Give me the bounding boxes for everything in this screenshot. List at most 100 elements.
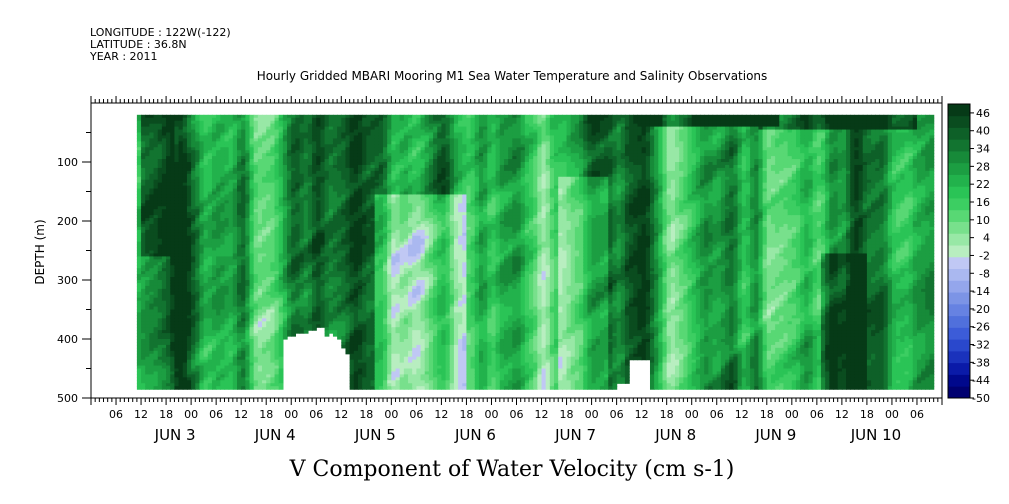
heatmap-cell [145, 167, 150, 172]
heatmap-cell [320, 179, 326, 184]
heatmap-cell [291, 280, 297, 284]
heatmap-cell [287, 123, 292, 128]
heatmap-cell [341, 197, 347, 201]
heatmap-cell [211, 297, 217, 302]
heatmap-cell [241, 162, 246, 166]
heatmap-cell [262, 218, 267, 222]
heatmap-cell [332, 229, 338, 234]
heatmap-cell [220, 383, 226, 387]
heatmap-cell [316, 162, 322, 166]
heatmap-cell [207, 212, 213, 216]
heatmap-cell [161, 288, 167, 293]
heatmap-cell [232, 206, 238, 210]
heatmap-cell [295, 138, 301, 142]
heatmap-cell [262, 185, 267, 190]
heatmap-cell [216, 182, 221, 187]
heatmap-cell [316, 170, 322, 175]
heatmap-cell [253, 344, 259, 349]
heatmap-cell [241, 291, 246, 296]
heatmap-cell [141, 297, 146, 302]
heatmap-cell [237, 324, 242, 328]
heatmap-cell [170, 336, 176, 340]
heatmap-cell [249, 380, 255, 384]
heatmap-cell [312, 285, 317, 290]
heatmap-cell [287, 265, 292, 269]
heatmap-cell [345, 117, 351, 122]
heatmap-cell [241, 182, 246, 187]
heatmap-cell [166, 191, 171, 196]
heatmap-cell [207, 194, 213, 198]
heatmap-cell [241, 141, 246, 145]
heatmap-cell [307, 247, 313, 252]
heatmap-cell [174, 256, 180, 260]
heatmap-cell [257, 114, 263, 119]
heatmap-cell [320, 209, 326, 213]
heatmap-cell [232, 138, 238, 142]
heatmap-cell [207, 241, 213, 246]
heatmap-cell [312, 176, 317, 181]
heatmap-cell [182, 200, 188, 204]
heatmap-cell [241, 365, 246, 370]
heatmap-cell [149, 120, 155, 125]
heatmap-cell [174, 123, 180, 128]
heatmap-cell [141, 156, 146, 160]
heatmap-cell [136, 386, 142, 390]
heatmap-cell [178, 324, 184, 328]
heatmap-cell [199, 324, 205, 328]
heatmap-cell [262, 341, 267, 346]
heatmap-cell [274, 297, 280, 302]
heatmap-cell [303, 277, 309, 281]
heatmap-cell [237, 365, 242, 370]
heatmap-cell [266, 271, 271, 275]
heatmap-cell [328, 241, 334, 246]
heatmap-cell [324, 306, 330, 311]
heatmap-cell [191, 330, 196, 334]
heatmap-cell [237, 167, 242, 172]
heatmap-cell [153, 309, 159, 314]
heatmap-cell [207, 383, 213, 387]
heatmap-cell [232, 380, 238, 384]
heatmap-cell [266, 159, 271, 163]
heatmap-cell [211, 339, 217, 343]
heatmap-cell [191, 282, 196, 287]
heatmap-cell [224, 353, 230, 358]
heatmap-cell [274, 247, 280, 252]
heatmap-cell [178, 321, 184, 325]
heatmap-cell [295, 170, 301, 175]
heatmap-cell [232, 156, 238, 160]
heatmap-cell [182, 306, 188, 311]
heatmap-cell [295, 159, 301, 163]
heatmap-cell [216, 359, 221, 364]
heatmap-cell [253, 120, 259, 125]
heatmap-cell [332, 197, 338, 201]
heatmap-cell [149, 386, 155, 390]
heatmap-cell [320, 294, 326, 299]
heatmap-cell [136, 150, 142, 154]
heatmap-cell [245, 288, 251, 293]
heatmap-cell [253, 262, 259, 266]
heatmap-cell [295, 309, 301, 314]
heatmap-cell [186, 365, 192, 370]
heatmap-cell [266, 330, 271, 334]
heatmap-cell [341, 141, 347, 145]
heatmap-cell [199, 164, 205, 169]
heatmap-cell [266, 170, 271, 175]
heatmap-cell [232, 135, 238, 139]
heatmap-cell [332, 318, 338, 322]
heatmap-cell [291, 153, 297, 157]
heatmap-cell [316, 144, 322, 148]
heatmap-cell [257, 259, 263, 263]
heatmap-cell [174, 247, 180, 252]
heatmap-cell [228, 238, 234, 243]
heatmap-cell [253, 374, 259, 378]
heatmap-cell [295, 318, 301, 322]
heatmap-cell [241, 259, 246, 263]
heatmap-cell [307, 256, 313, 260]
heatmap-cell [228, 200, 234, 204]
heatmap-cell [166, 294, 171, 299]
heatmap-cell [136, 333, 142, 337]
heatmap-cell [199, 336, 205, 340]
heatmap-cell [249, 215, 255, 219]
heatmap-cell [195, 191, 201, 196]
heatmap-cell [182, 191, 188, 196]
